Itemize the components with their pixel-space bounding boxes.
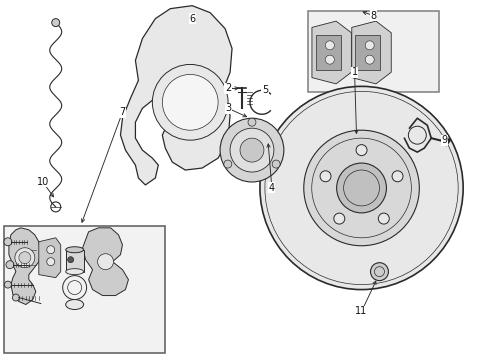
Text: 11: 11 [355,306,367,316]
Circle shape [152,64,227,140]
Circle shape [325,55,334,64]
Ellipse shape [65,300,83,310]
Bar [65,250,83,272]
Text: 3: 3 [224,103,231,113]
Circle shape [15,248,35,268]
Circle shape [325,41,334,50]
Circle shape [272,160,280,168]
Text: 6: 6 [189,14,195,24]
Circle shape [333,213,344,224]
Circle shape [355,145,366,156]
Circle shape [240,138,264,162]
Circle shape [162,75,218,130]
Polygon shape [355,35,380,71]
Circle shape [365,55,373,64]
Ellipse shape [65,269,83,275]
Circle shape [6,261,14,269]
Circle shape [12,294,20,301]
Text: 2: 2 [224,84,231,93]
Text: 4: 4 [268,183,274,193]
Text: 10: 10 [37,177,49,187]
Circle shape [365,41,373,50]
Circle shape [320,171,330,182]
Ellipse shape [65,247,83,253]
Circle shape [19,252,31,264]
Circle shape [47,246,55,254]
Text: 7: 7 [119,107,125,117]
Polygon shape [82,228,128,296]
Circle shape [378,213,388,224]
Circle shape [247,118,255,126]
Circle shape [67,257,74,263]
Circle shape [370,263,387,280]
Circle shape [98,254,113,270]
Circle shape [4,281,11,288]
Polygon shape [351,21,390,84]
Text: 9: 9 [440,135,447,145]
Polygon shape [9,228,41,305]
Polygon shape [315,35,340,71]
Text: 5: 5 [261,85,267,95]
Circle shape [52,19,60,27]
Circle shape [336,163,386,213]
Circle shape [303,130,419,246]
Circle shape [220,118,283,182]
Polygon shape [39,238,61,278]
Circle shape [260,86,462,289]
Circle shape [224,160,231,168]
Circle shape [229,128,273,172]
Text: 8: 8 [370,11,376,21]
Circle shape [47,258,55,266]
Polygon shape [311,21,351,84]
Polygon shape [120,6,232,185]
Circle shape [4,238,12,246]
Text: 1: 1 [351,67,357,77]
Bar [307,11,438,92]
Bar [4,226,165,353]
Circle shape [391,171,402,182]
